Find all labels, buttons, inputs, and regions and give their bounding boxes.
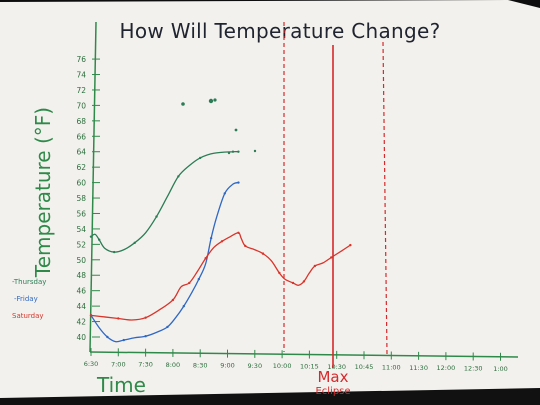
y-tick-label: 46 (76, 287, 86, 296)
eclipse-markers (283, 22, 388, 368)
data-point-saturday (220, 240, 224, 243)
y-tick-label: 44 (76, 302, 86, 311)
y-tick-label: 62 (76, 163, 86, 172)
x-axis-line (89, 351, 519, 358)
y-tick-label: 72 (76, 86, 86, 95)
data-point-thursday (89, 235, 93, 238)
max-annotation: Max (317, 368, 348, 386)
chart-title: How Will Temperature Change? (120, 19, 441, 43)
data-point-saturday (188, 281, 191, 285)
x-tick-label: 6:30 (84, 360, 99, 368)
y-tick-label: 68 (76, 117, 86, 126)
x-tick-label: 8:30 (193, 361, 208, 369)
data-point-saturday (89, 314, 93, 317)
y-tick-label: 42 (76, 318, 86, 327)
data-point-friday (144, 335, 147, 338)
x-tick-label: 10:30 (327, 363, 346, 371)
data-point-saturday (261, 252, 265, 255)
x-axis-label: Time (96, 373, 146, 397)
data-point-saturday (237, 231, 240, 234)
y-tick-label: 66 (76, 132, 86, 141)
series-line-friday (90, 181, 240, 343)
x-tick-label: 10:45 (355, 363, 374, 371)
y-tick-label: 48 (76, 271, 86, 280)
x-tick-label: 9:00 (220, 362, 235, 370)
data-point-friday (122, 338, 125, 342)
y-tick-label: 52 (76, 240, 86, 249)
marker-smudges (181, 98, 257, 155)
x-tick-label: 1:00 (493, 365, 508, 373)
x-tick-label: 11:30 (409, 364, 428, 372)
eclipse-end-line (382, 41, 388, 355)
legend-item-friday: -Friday (14, 295, 38, 303)
data-point-friday (166, 325, 169, 329)
legend-item-saturday: Saturday (12, 312, 44, 320)
x-tick-label: 8:00 (166, 361, 181, 369)
data-point-saturday (117, 317, 120, 320)
data-point-friday (223, 192, 226, 195)
data-point-thursday (199, 156, 202, 160)
x-tick-label: 11:00 (382, 364, 401, 372)
poster-shadow (0, 388, 540, 405)
data-point-friday (182, 304, 186, 308)
data-point-friday (209, 236, 213, 240)
y-tick-label: 74 (76, 71, 86, 80)
legend: -Thursday -Friday Saturday (12, 278, 46, 320)
data-point-saturday (330, 256, 333, 259)
x-tick-label: 7:30 (138, 361, 153, 369)
y-tick-label: 76 (76, 55, 86, 64)
data-point-thursday (133, 241, 136, 245)
x-tick-label: 10:00 (273, 362, 292, 370)
y-tick-label: 60 (76, 179, 86, 188)
y-tick-label: 40 (76, 333, 86, 342)
series-line-thursday (90, 150, 240, 253)
axis-ticks: 40 42 44 46 48 50 52 54 56 58 60 62 64 66 68 70 72 74 76 6:… (76, 55, 507, 373)
series-lines (89, 150, 352, 343)
data-point-saturday (204, 257, 207, 260)
x-tick-label: 7:00 (111, 360, 126, 368)
y-axis-line (89, 21, 97, 353)
x-tick-label: 12:30 (464, 364, 483, 372)
series-line-saturday (90, 232, 351, 321)
data-point-friday (197, 277, 201, 281)
data-point-thursday (97, 238, 101, 241)
x-tick-label: 12:00 (437, 364, 456, 372)
data-point-saturday (291, 281, 295, 285)
y-tick-label: 64 (76, 148, 86, 157)
data-point-thursday (113, 250, 116, 254)
x-tick-label: 9:30 (247, 362, 262, 370)
data-point-saturday (302, 280, 306, 283)
y-tick-label: 50 (76, 256, 86, 265)
data-point-thursday (237, 150, 240, 153)
data-point-saturday (144, 316, 147, 319)
x-tick-label: 10:15 (300, 363, 319, 371)
data-point-thursday (177, 175, 180, 178)
data-point-friday (106, 335, 109, 339)
y-tick-label: 70 (76, 101, 86, 110)
data-point-saturday (313, 264, 317, 268)
y-axis-label: Temperature (°F) (31, 107, 55, 278)
data-point-saturday (171, 298, 175, 302)
legend-item-thursday: -Thursday (12, 278, 46, 286)
y-tick-label: 54 (76, 225, 86, 234)
data-point-thursday (231, 150, 235, 153)
data-point-thursday (155, 215, 158, 218)
data-point-friday (237, 181, 240, 184)
data-point-saturday (349, 243, 352, 247)
data-point-saturday (278, 271, 281, 275)
y-tick-label: 58 (76, 194, 86, 203)
eclipse-annotation: Eclipse (315, 386, 350, 397)
y-tick-label: 56 (76, 209, 86, 218)
data-point-saturday (244, 244, 247, 248)
